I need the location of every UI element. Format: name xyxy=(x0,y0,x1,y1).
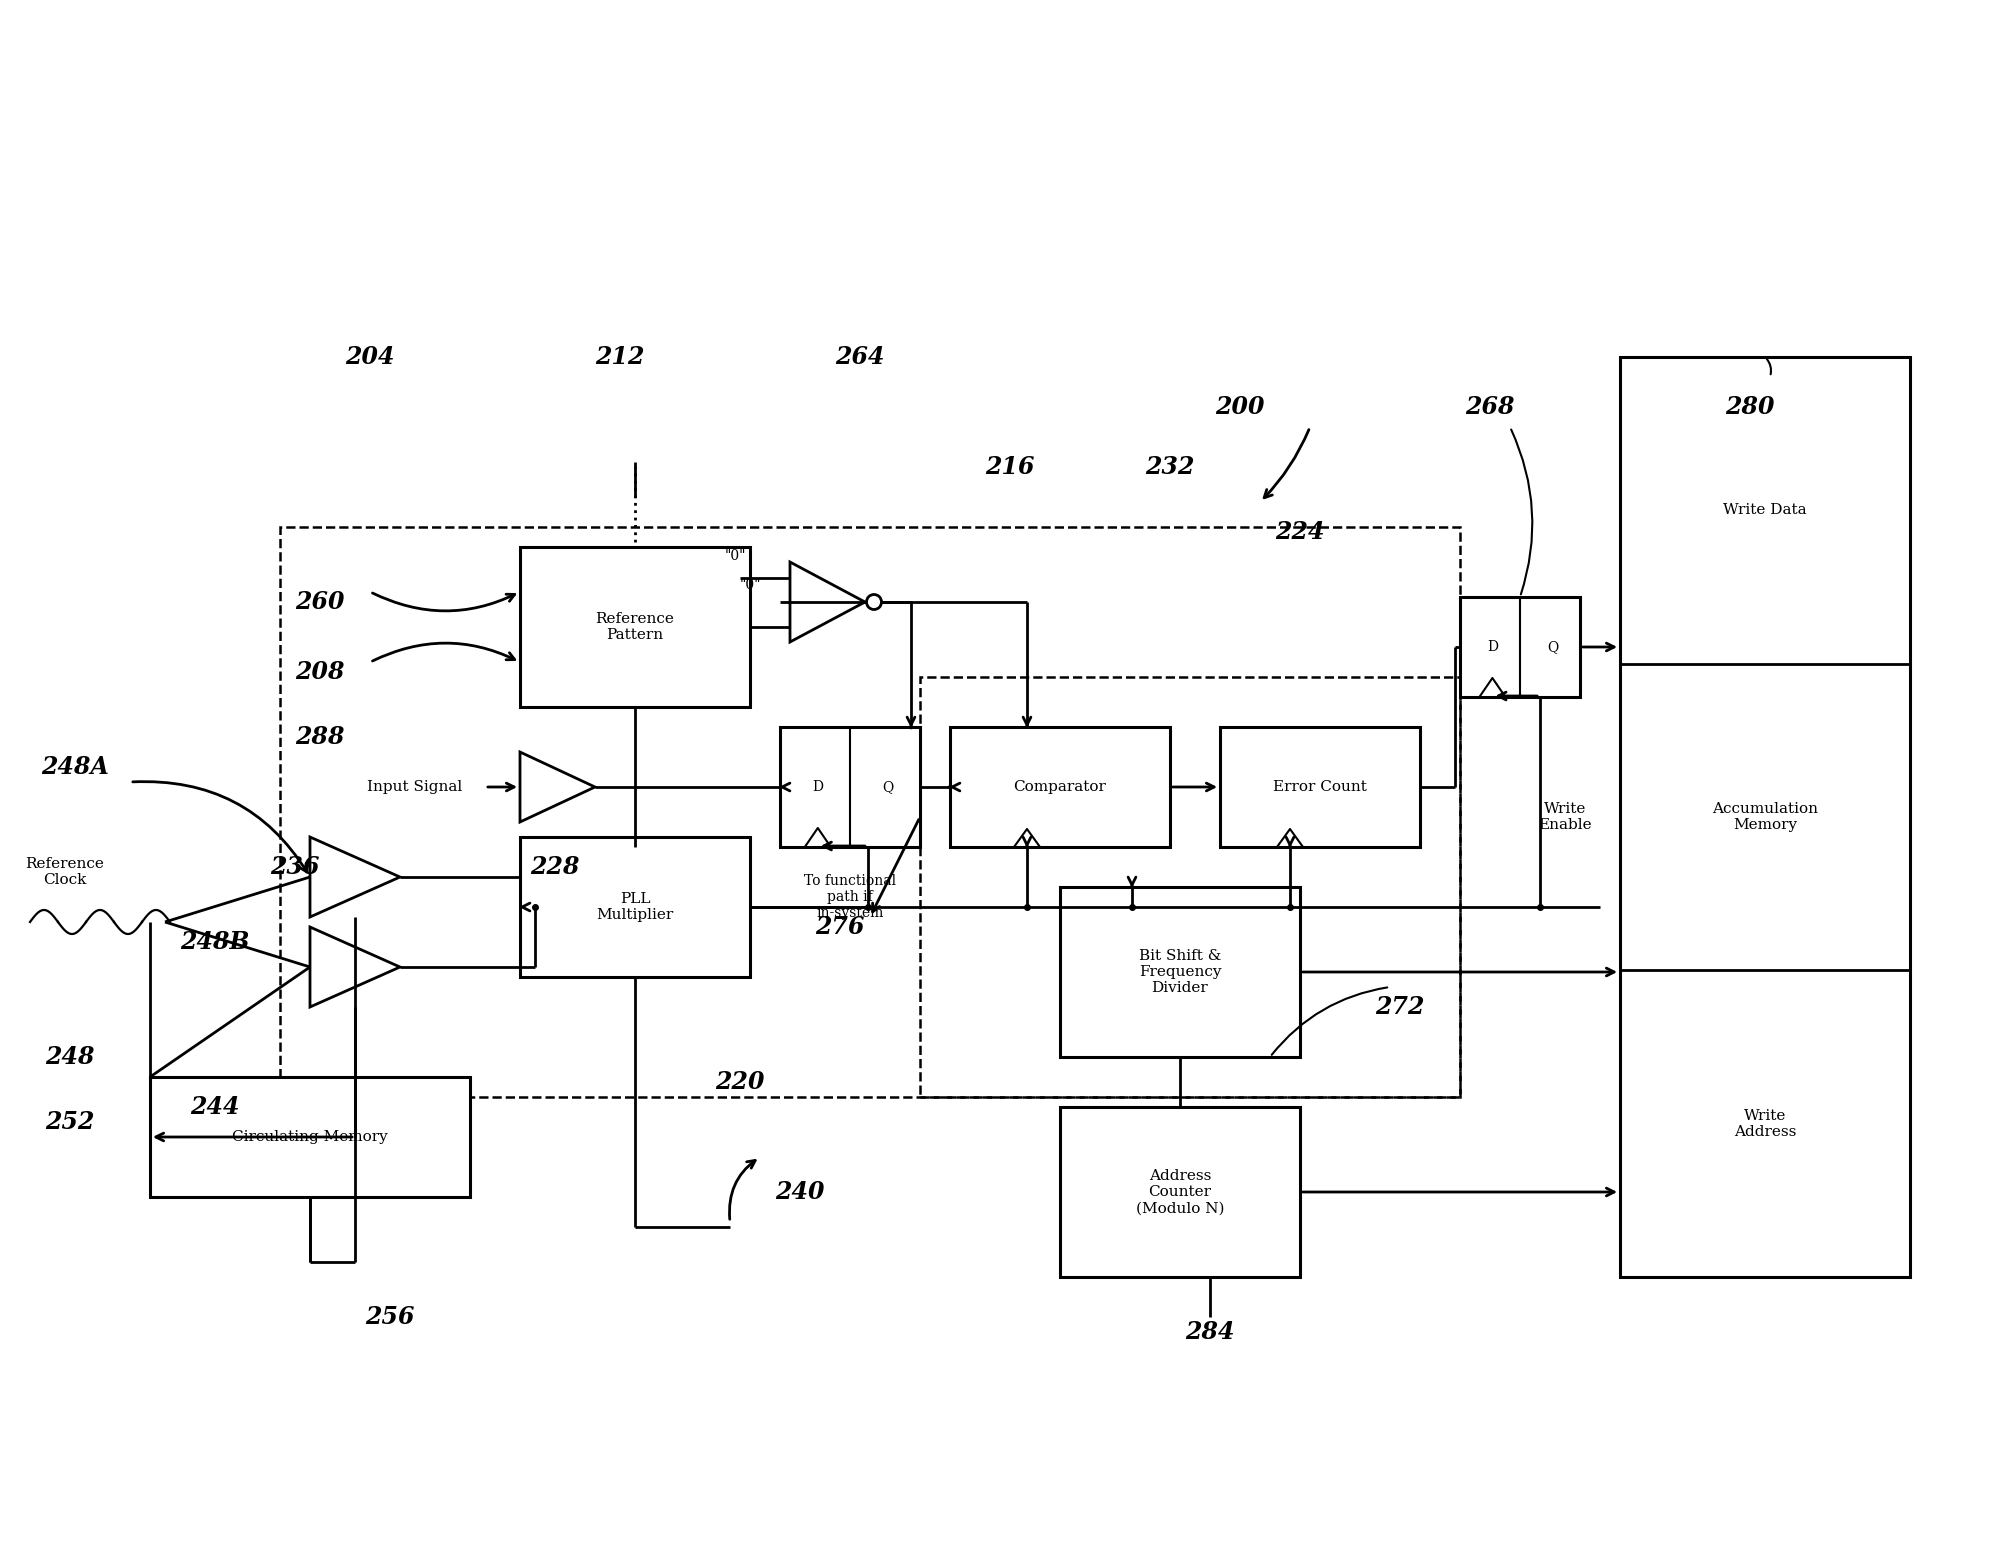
Text: 268: 268 xyxy=(1464,395,1514,419)
Text: 248: 248 xyxy=(46,1045,94,1070)
Bar xyxy=(279,526,1460,1098)
Bar xyxy=(920,677,1460,1098)
Text: 260: 260 xyxy=(295,590,345,613)
Text: 244: 244 xyxy=(190,1095,239,1119)
Text: Comparator: Comparator xyxy=(1013,780,1107,794)
Text: Error Count: Error Count xyxy=(1273,780,1367,794)
Text: Circulating Memory: Circulating Memory xyxy=(231,1130,387,1144)
Text: 232: 232 xyxy=(1145,455,1195,480)
Text: 280: 280 xyxy=(1726,395,1776,419)
Text: "0": "0" xyxy=(740,578,760,592)
Text: Accumulation
Memory: Accumulation Memory xyxy=(1712,802,1817,831)
Text: Bit Shift &
Frequency
Divider: Bit Shift & Frequency Divider xyxy=(1139,948,1221,995)
Text: 236: 236 xyxy=(269,855,319,880)
Text: 228: 228 xyxy=(531,855,581,880)
Bar xyxy=(1059,1107,1301,1277)
Polygon shape xyxy=(790,562,866,641)
Text: 276: 276 xyxy=(816,916,864,939)
Text: 240: 240 xyxy=(776,1180,824,1204)
Polygon shape xyxy=(309,926,401,1007)
Bar xyxy=(780,727,920,847)
Text: Address
Counter
(Modulo N): Address Counter (Modulo N) xyxy=(1135,1169,1225,1214)
Circle shape xyxy=(866,595,882,609)
Text: Q: Q xyxy=(882,780,894,794)
Text: 264: 264 xyxy=(836,346,884,369)
Text: 208: 208 xyxy=(295,660,345,684)
Text: 288: 288 xyxy=(295,726,345,749)
Text: 284: 284 xyxy=(1185,1320,1235,1344)
Text: 256: 256 xyxy=(365,1305,415,1330)
Text: 204: 204 xyxy=(345,346,395,369)
Text: PLL
Multiplier: PLL Multiplier xyxy=(597,892,674,922)
Text: 200: 200 xyxy=(1215,395,1265,419)
Text: 224: 224 xyxy=(1275,520,1325,543)
Text: "0": "0" xyxy=(724,550,746,564)
Text: 212: 212 xyxy=(595,346,644,369)
Text: 252: 252 xyxy=(46,1110,94,1133)
Polygon shape xyxy=(521,752,595,822)
Bar xyxy=(950,727,1169,847)
Text: Reference
Pattern: Reference Pattern xyxy=(597,612,674,641)
Text: D: D xyxy=(1486,640,1498,654)
Text: 216: 216 xyxy=(986,455,1035,480)
Bar xyxy=(1460,596,1580,698)
Text: 272: 272 xyxy=(1375,995,1424,1018)
Text: Input Signal: Input Signal xyxy=(367,780,463,794)
Text: 248B: 248B xyxy=(180,930,249,954)
Bar xyxy=(1221,727,1420,847)
Polygon shape xyxy=(309,838,401,917)
Bar xyxy=(521,547,750,707)
Bar xyxy=(521,838,750,976)
Text: 248A: 248A xyxy=(42,755,110,778)
Text: Reference
Clock: Reference Clock xyxy=(26,856,104,887)
Text: Q: Q xyxy=(1546,640,1558,654)
Text: To functional
path if
in-system: To functional path if in-system xyxy=(804,873,896,920)
Text: Write
Enable: Write Enable xyxy=(1538,802,1592,831)
Text: Write Data: Write Data xyxy=(1724,503,1807,517)
Text: Write
Address: Write Address xyxy=(1734,1109,1796,1138)
Bar xyxy=(150,1077,471,1197)
Text: D: D xyxy=(812,780,824,794)
Text: 220: 220 xyxy=(716,1070,764,1095)
Bar xyxy=(1620,357,1909,1277)
Bar xyxy=(1059,887,1301,1057)
